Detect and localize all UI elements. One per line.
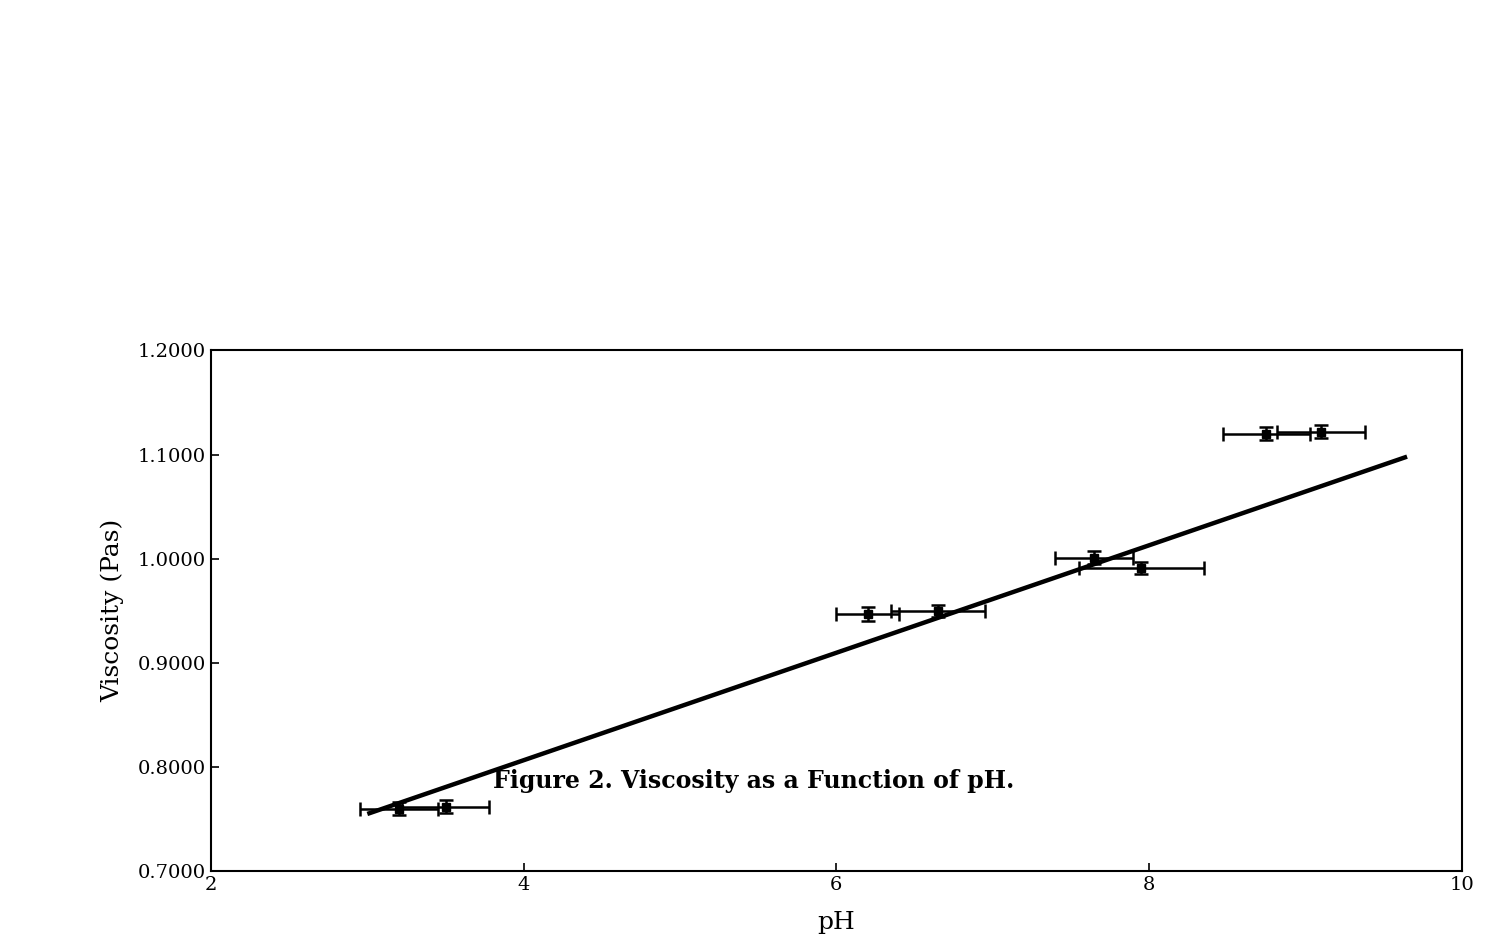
X-axis label: pH: pH: [817, 911, 856, 934]
Text: Figure 2. Viscosity as a Function of pH.: Figure 2. Viscosity as a Function of pH.: [493, 769, 1014, 794]
Y-axis label: Viscosity (Pas): Viscosity (Pas): [101, 519, 124, 703]
